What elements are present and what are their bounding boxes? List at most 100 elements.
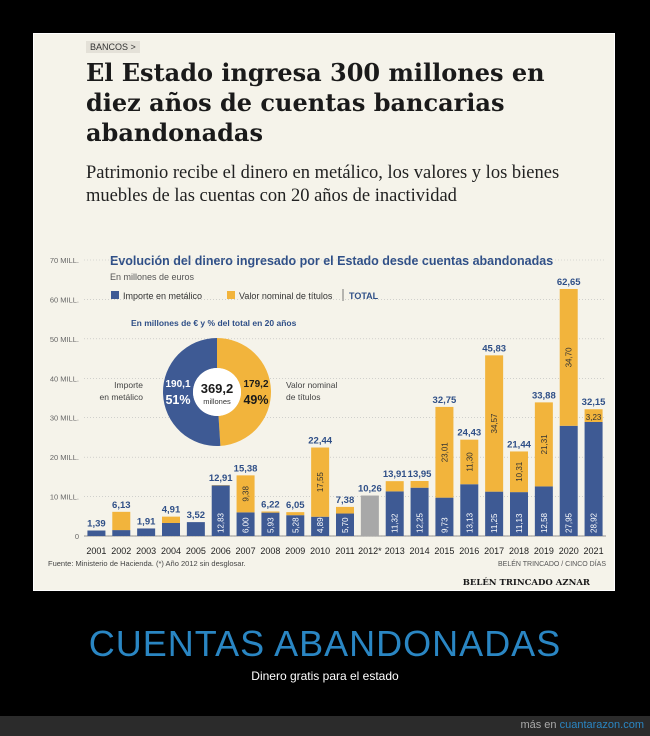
chart-source: Fuente: Ministerio de Hacienda. (*) Año … — [48, 559, 246, 568]
bar-metalico — [336, 513, 354, 536]
x-axis: 2001 2002 2003 2004 2005 2006 2007 2008 2009 2010… — [86, 546, 603, 556]
donut-right-label-1: Valor nominal — [286, 380, 337, 390]
bar-label-metalico: 27,95 — [565, 512, 574, 533]
x-tick-label: 2014 — [410, 546, 430, 556]
bar-label-metalico: 4,89 — [316, 517, 325, 533]
site-footer: más en cuantarazon.com — [0, 716, 650, 736]
bar-titulos — [236, 475, 255, 513]
x-tick-label: 2018 — [509, 546, 529, 556]
bar-titulos — [559, 288, 578, 426]
bar-label-titulos: 34,70 — [565, 347, 574, 368]
bar-total-label: 13,91 — [383, 469, 407, 480]
byline: BELÉN TRINCADO AZNAR — [463, 576, 591, 588]
bar-total-label: 1,39 — [87, 519, 106, 530]
bar-total-undivided — [360, 495, 379, 536]
bar-total-label: 22,44 — [308, 436, 332, 447]
donut-right-value: 179,2 — [243, 379, 268, 390]
y-tick-label: 40 MILL. — [50, 374, 79, 383]
bar-metalico — [87, 530, 106, 536]
bar-titulos — [584, 409, 603, 422]
x-tick-label: 2021 — [584, 546, 604, 556]
bar-total-label: 21,44 — [507, 439, 531, 450]
bar-total-label: 1,91 — [137, 516, 156, 527]
bar-titulos — [336, 506, 354, 514]
bar-titulos — [435, 406, 454, 498]
bar-label-metalico: 12,58 — [540, 512, 549, 533]
chart-subtitle: En millones de euros — [110, 272, 195, 282]
donut-right-label-2: de títulos — [286, 392, 321, 402]
bar-label-titulos: 3,23 — [586, 413, 602, 422]
bar-titulos — [385, 481, 404, 492]
bar-titulos — [410, 480, 429, 488]
bar-titulos — [311, 447, 330, 517]
bar-label-titulos: 34,57 — [490, 413, 499, 434]
x-tick-label: 2015 — [434, 546, 454, 556]
caption-title: CUENTAS ABANDONADAS — [88, 623, 562, 664]
y-tick-label: 50 MILL. — [50, 335, 79, 344]
bar-label-metalico: 11,32 — [391, 513, 400, 533]
bar-label-titulos: 9,38 — [242, 486, 251, 502]
donut-slice-metalico — [162, 338, 221, 446]
caption-subtitle: Dinero gratis para el estado — [251, 669, 399, 683]
bar-label-metalico: 6,00 — [242, 517, 251, 533]
donut-inset: En millones de € y % del total en 20 año… — [100, 318, 337, 446]
bar-series: 1,39 6,13 1,91 4,91 3,52 12,83 12,91 6,00 9,38 15… — [87, 277, 606, 536]
x-tick-label: 2016 — [459, 546, 479, 556]
y-tick-label: 10 MILL. — [50, 493, 79, 502]
bar-total-label: 4,91 — [162, 505, 181, 516]
bar-total-label: 15,38 — [234, 463, 258, 474]
bar-titulos — [485, 355, 504, 492]
x-tick-label: 2010 — [310, 546, 330, 556]
donut-chart — [162, 338, 271, 446]
bar-titulos — [112, 511, 131, 531]
infographic-card: BANCOS > El Estado ingresa 300 millones … — [33, 33, 615, 591]
bar-total-label: 12,91 — [209, 473, 233, 484]
legend-label-total: TOTAL — [349, 291, 379, 301]
bar-label-metalico: 12,25 — [416, 512, 425, 533]
bar-total-label: 10,26 — [358, 484, 382, 495]
bar-metalico — [112, 530, 131, 536]
donut-right-pct: 49% — [243, 393, 268, 407]
y-tick-label: 70 MILL. — [50, 256, 79, 265]
donut-left-label-1: Importe — [114, 380, 143, 390]
bar-metalico — [261, 512, 280, 536]
y-tick-label: 60 MILL. — [50, 295, 79, 304]
x-tick-label: 2006 — [211, 546, 231, 556]
bar-titulos — [286, 512, 305, 516]
bar-metalico — [236, 512, 255, 536]
bar-label-metalico: 5,70 — [341, 517, 350, 533]
x-tick-label: 2008 — [260, 546, 280, 556]
footer-site-link[interactable]: cuantarazon.com — [559, 719, 644, 731]
x-tick-label: 2011 — [335, 546, 354, 556]
bar-metalico — [534, 486, 553, 536]
bar-total-label: 32,15 — [582, 397, 606, 408]
chart-legend: Importe en metálico Valor nominal de tít… — [111, 289, 379, 301]
bar-metalico — [162, 522, 180, 536]
bar-metalico — [410, 487, 429, 536]
donut-center-unit: millones — [203, 397, 231, 406]
footer-prefix: más en — [520, 719, 557, 731]
donut-left-value: 190,1 — [165, 379, 190, 390]
bar-titulos — [510, 451, 528, 493]
bar-label-metalico: 11,25 — [490, 513, 499, 533]
subheadline: Patrimonio recibe el dinero en metálico,… — [86, 163, 560, 206]
bar-label-metalico: 5,28 — [291, 517, 300, 533]
section-tag[interactable]: BANCOS > — [86, 41, 140, 53]
bar-total-label: 6,22 — [261, 499, 280, 510]
x-tick-label: 2003 — [136, 546, 156, 556]
x-tick-label: 2007 — [236, 546, 256, 556]
x-tick-label: 2004 — [161, 546, 181, 556]
chart-title: Evolución del dinero ingresado por el Es… — [110, 254, 553, 268]
chart-credit: BELÉN TRINCADO / CINCO DÍAS — [498, 559, 606, 568]
bar-metalico — [311, 516, 330, 536]
bar-chart: Evolución del dinero ingresado por el Es… — [48, 254, 606, 588]
x-tick-label: 2017 — [484, 546, 504, 556]
x-tick-label: 2009 — [285, 546, 305, 556]
headline: El Estado ingresa 300 millones en diez a… — [86, 58, 545, 147]
bar-total-label: 32,75 — [433, 395, 457, 406]
bar-metalico — [559, 425, 578, 536]
y-tick-label: 0 — [75, 532, 79, 541]
bar-total-label: 13,95 — [408, 469, 432, 480]
bar-total-label: 6,13 — [112, 500, 130, 511]
x-tick-label: 2019 — [534, 546, 554, 556]
